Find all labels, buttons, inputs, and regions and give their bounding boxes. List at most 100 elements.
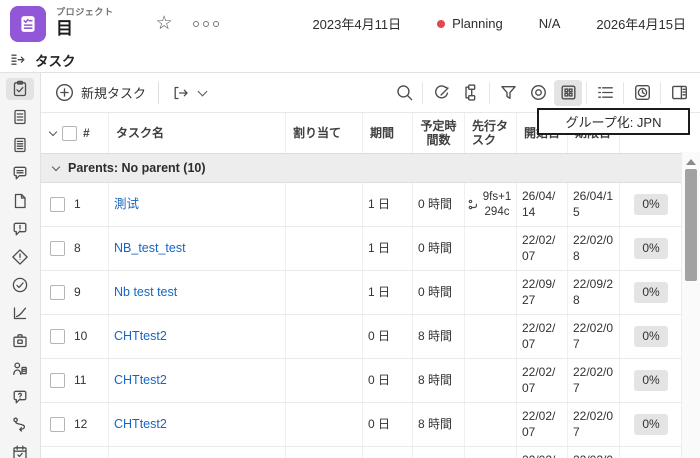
panel-button[interactable]	[665, 80, 693, 106]
queue-question-icon	[13, 390, 27, 404]
schedule-calendar-icon	[13, 445, 27, 458]
sidebar-item-metrics[interactable]	[6, 302, 34, 324]
sidebar-item-subtasks[interactable]	[6, 106, 34, 128]
row-select-cell: 9	[41, 271, 109, 314]
search-button[interactable]	[390, 80, 418, 106]
task-name-link[interactable]: Nb test test	[114, 285, 178, 300]
hierarchy-button[interactable]	[457, 80, 485, 106]
more-actions-button[interactable]	[192, 20, 219, 27]
assignments-cell	[286, 271, 363, 314]
task-name-cell: CHTtest2	[109, 359, 286, 402]
page-title: 目	[56, 19, 73, 39]
timesheet-button[interactable]	[628, 80, 656, 106]
sidebar-item-documents[interactable]	[6, 190, 34, 212]
metrics-chart-icon	[13, 307, 27, 320]
sidebar-item-approvals[interactable]	[6, 274, 34, 296]
sidebar-item-billing[interactable]	[6, 330, 34, 352]
task-name-link[interactable]: CHTtest2	[114, 373, 167, 388]
row-checkbox[interactable]	[50, 197, 65, 212]
favorite-star-icon[interactable]: ☆	[155, 13, 173, 34]
sidebar-item-expenses[interactable]	[6, 358, 34, 380]
header-duration[interactable]: 期間	[363, 113, 413, 153]
task-number: 11	[74, 372, 87, 387]
sidebar-item-schedules[interactable]	[6, 442, 34, 458]
vertical-scrollbar[interactable]	[681, 152, 700, 458]
sidebar-item-issues[interactable]	[6, 218, 34, 240]
predecessor-cell	[465, 403, 517, 446]
view-button[interactable]	[524, 80, 552, 106]
task-number: 10	[74, 328, 88, 343]
filter-button[interactable]	[494, 80, 522, 106]
percent-cell: 0%	[620, 271, 682, 314]
new-task-button[interactable]: 新規タスク	[55, 83, 146, 102]
project-logo-icon	[10, 5, 46, 42]
header-predecessors[interactable]: 先行タスク	[465, 113, 517, 153]
header-task-name[interactable]: タスク名	[109, 113, 286, 153]
assignments-cell	[286, 447, 363, 458]
due-date-cell: 22/02/07	[568, 403, 620, 446]
assignments-cell	[286, 183, 363, 226]
row-checkbox[interactable]	[50, 417, 65, 432]
header-assignments[interactable]: 割り当て	[286, 113, 363, 153]
due-date-cell: 22/02/07	[568, 447, 620, 458]
task-number: 12	[74, 416, 88, 431]
task-name-link[interactable]: 測试	[114, 197, 140, 212]
sidebar-item-details[interactable]	[6, 134, 34, 156]
row-checkbox[interactable]	[50, 373, 65, 388]
sidebar-item-tasks[interactable]	[6, 78, 34, 100]
percent-cell: 0%	[620, 183, 682, 226]
percent-complete-badge: 0%	[634, 237, 668, 260]
export-menu-button[interactable]	[171, 84, 208, 102]
grouping-button[interactable]	[554, 79, 582, 106]
duration-cell: 1 日	[363, 227, 413, 270]
left-sidebar	[0, 73, 41, 458]
sidebar-item-queue-details[interactable]	[6, 386, 34, 408]
group-collapse-chevron-icon[interactable]	[51, 162, 61, 171]
quick-edit-button[interactable]	[427, 80, 455, 106]
row-select-cell: 10	[41, 315, 109, 358]
sidebar-item-risks[interactable]	[6, 246, 34, 268]
predecessor-cell	[465, 227, 517, 270]
project-start-date: 2023年4月11日	[312, 17, 402, 32]
task-name-cell: 測试	[109, 183, 286, 226]
document-list-icon	[14, 137, 26, 153]
task-name-link[interactable]: NB_test_test	[114, 241, 186, 256]
object-type-label: プロジェクト	[56, 7, 114, 18]
task-name-link[interactable]: CHTtest2	[114, 417, 167, 432]
header-planned-hours[interactable]: 予定時間数	[413, 113, 465, 153]
row-checkbox[interactable]	[50, 241, 65, 256]
duration-cell: 1 日	[363, 271, 413, 314]
list-view-button[interactable]	[591, 80, 619, 106]
timesheet-icon	[634, 85, 650, 100]
sidebar-item-updates[interactable]	[6, 162, 34, 184]
select-all-checkbox[interactable]	[62, 125, 77, 141]
select-menu-chevron-icon[interactable]	[48, 127, 58, 136]
toolbar-icon-divider	[660, 81, 661, 104]
task-name-link[interactable]: CHTtest2	[114, 329, 167, 344]
task-number: 8	[74, 240, 81, 255]
start-date-cell: 22/02/07	[517, 359, 568, 402]
filter-icon	[500, 86, 516, 99]
start-date-cell: 22/02/07	[517, 447, 568, 458]
group-row[interactable]: Parents: No parent (10)	[41, 154, 682, 183]
scroll-up-arrow-icon[interactable]	[686, 159, 696, 165]
sidebar-item-baselines[interactable]	[6, 414, 34, 436]
export-icon	[174, 86, 188, 99]
scrollbar-thumb[interactable]	[685, 169, 697, 281]
duration-cell: 1 日	[363, 183, 413, 226]
percent-cell: 0%	[620, 447, 682, 458]
planned-hours-cell: 8 時間	[413, 403, 465, 446]
predecessor-value[interactable]: 9fs+1294c	[482, 190, 512, 218]
row-select-cell: 8	[41, 227, 109, 270]
breadcrumb: タスク	[35, 53, 76, 69]
start-date-cell: 26/04/14	[517, 183, 568, 226]
percent-cell: 0%	[620, 359, 682, 402]
row-checkbox[interactable]	[50, 285, 65, 300]
toolbar-icon-divider	[489, 81, 490, 104]
planned-hours-cell: 0 時間	[413, 227, 465, 270]
row-checkbox[interactable]	[50, 329, 65, 344]
